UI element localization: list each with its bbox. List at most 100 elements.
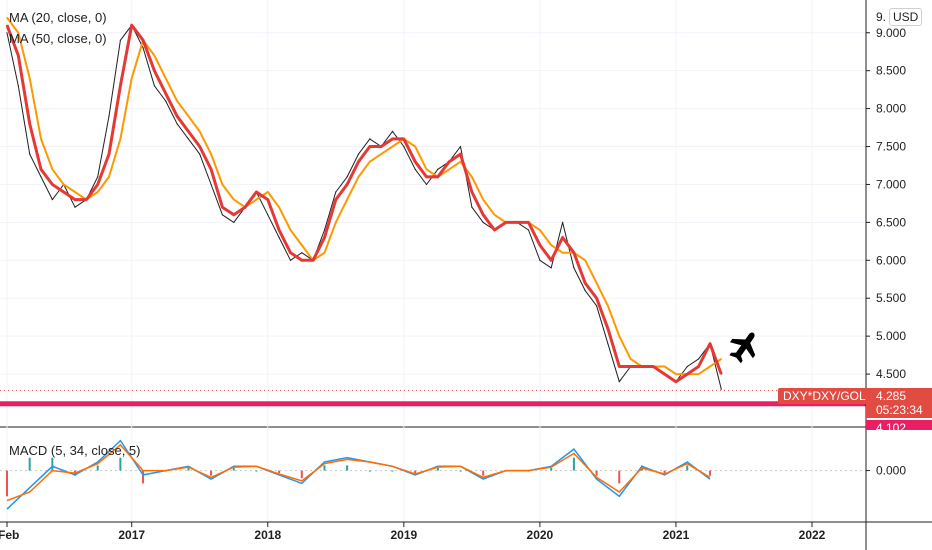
ma50-series-point [357, 176, 360, 178]
ma20-series-point [335, 199, 337, 201]
ma20-series-point [709, 343, 711, 345]
macd-histogram-bar [436, 468, 439, 471]
price-series-point [607, 343, 609, 345]
ma50-series-point [187, 115, 189, 117]
ma20-series-point [51, 183, 54, 186]
ma50-series-point [255, 199, 257, 201]
ma20-series-point [641, 365, 643, 368]
ma20-series-point [221, 206, 223, 208]
support-value: 4.102 [876, 421, 907, 430]
macd-histogram-bar [119, 457, 122, 471]
price-tick-label: 8.500 [876, 64, 906, 78]
price-series-line[interactable] [6, 24, 722, 390]
ma20-series-point [119, 85, 121, 87]
ma20-series-point [516, 221, 518, 223]
time-tick-label: 2018 [254, 528, 281, 542]
ma20-series-point [357, 161, 360, 163]
ma50-series-point [709, 365, 711, 368]
ma20-series-point [346, 183, 348, 186]
ma50-series-point [562, 252, 564, 254]
ma20-series-point [664, 373, 666, 375]
time-tick-label: Feb [0, 528, 19, 542]
ma50-series-point [664, 365, 666, 368]
price-axis[interactable]: 9.000 8.500 8.000 7.500 7.000 6.500 6.000 5.500… [865, 0, 906, 550]
ma50-series-point [698, 373, 700, 375]
symbol-tag[interactable]: DXY*DXY/GOLD [778, 388, 880, 404]
ma20-series-point [165, 92, 167, 94]
ma20-series-point [176, 115, 178, 117]
ma50-series-point [278, 206, 280, 208]
price-tick-label: 7.500 [876, 140, 906, 154]
ma20-series-point [29, 123, 31, 125]
ma20-series-point [550, 259, 552, 261]
price-series-point [221, 214, 223, 216]
ma20-series-point [153, 70, 155, 72]
support-line[interactable] [0, 401, 866, 407]
ma20-series-point [437, 176, 439, 178]
ma50-series-point [40, 138, 42, 140]
ma20-series-point [539, 244, 541, 246]
macd-histogram-bar [323, 465, 326, 471]
ma50-series-point [51, 168, 54, 170]
ma20-series-point [323, 236, 326, 239]
ma50-series-point [459, 161, 462, 163]
time-tick-label: 2020 [527, 528, 554, 542]
price-series-point [301, 252, 303, 254]
ma20-series-point [584, 282, 586, 284]
ma20-series-point [527, 221, 530, 223]
macd-pane[interactable] [0, 439, 866, 510]
ma20-series-line[interactable] [5, 23, 723, 384]
price-tick-label: 6.000 [876, 253, 906, 267]
ma50-series-point [335, 221, 337, 223]
macd-histogram-bar [391, 470, 394, 472]
symbol-label: DXY*DXY/GOLD [783, 389, 875, 403]
price-series-point [720, 388, 722, 390]
time-tick-label: 2019 [390, 528, 417, 542]
price-pane[interactable] [0, 17, 866, 407]
macd-histogram-bar [28, 457, 31, 471]
price-series-point [108, 115, 110, 117]
price-series-point [471, 206, 473, 208]
ma50-series-point [618, 335, 620, 337]
time-axis[interactable]: Feb 2017 2018 2019 2020 2021 2022 [0, 521, 932, 542]
macd-histogram-bar [255, 470, 258, 472]
price-series-point [29, 153, 31, 155]
ma50-series-point [119, 138, 121, 140]
price-series-point [550, 267, 552, 269]
macd-histogram-bar [187, 468, 190, 471]
price-series-point [596, 305, 598, 307]
grid [0, 0, 932, 522]
price-axis-top-label: 9. [876, 10, 887, 24]
legend-ma50[interactable]: MA (50, close, 0) [9, 31, 107, 46]
ma50-series-point [176, 100, 178, 102]
ma50-series-point [720, 358, 722, 360]
ma50-series-point [539, 229, 541, 231]
ma20-series-point [618, 365, 620, 368]
price-series-point [403, 145, 405, 148]
ma50-series-line[interactable] [6, 17, 722, 376]
ma20-series-point [244, 206, 246, 208]
ma20-series-point [630, 365, 632, 368]
macd-histogram-bar [663, 470, 666, 474]
last-price-tag[interactable]: 4.285 [866, 388, 932, 404]
ma50-series-point [471, 176, 473, 178]
price-series-point [346, 176, 348, 178]
ma20-series-point [414, 161, 416, 163]
legend-ma20[interactable]: MA (20, close, 0) [9, 10, 107, 25]
ma20-series-point [301, 259, 303, 261]
ma20-series-point [459, 153, 462, 155]
price-series-point [414, 168, 416, 170]
price-series-point [97, 176, 99, 178]
macd-histogram-bar [414, 470, 417, 474]
ma20-series-point [698, 365, 700, 368]
macd-histogram-bar [51, 457, 54, 471]
ma50-series-point [607, 305, 609, 307]
macd-histogram-bar [550, 468, 553, 471]
price-series-point [74, 206, 76, 208]
ma20-series-point [380, 145, 382, 148]
support-tag[interactable]: 4.102 [866, 420, 932, 430]
legend-macd[interactable]: MACD (5, 34, close, 5) [9, 443, 141, 458]
currency-label[interactable]: USD [889, 8, 923, 26]
signal-line[interactable] [6, 443, 711, 502]
